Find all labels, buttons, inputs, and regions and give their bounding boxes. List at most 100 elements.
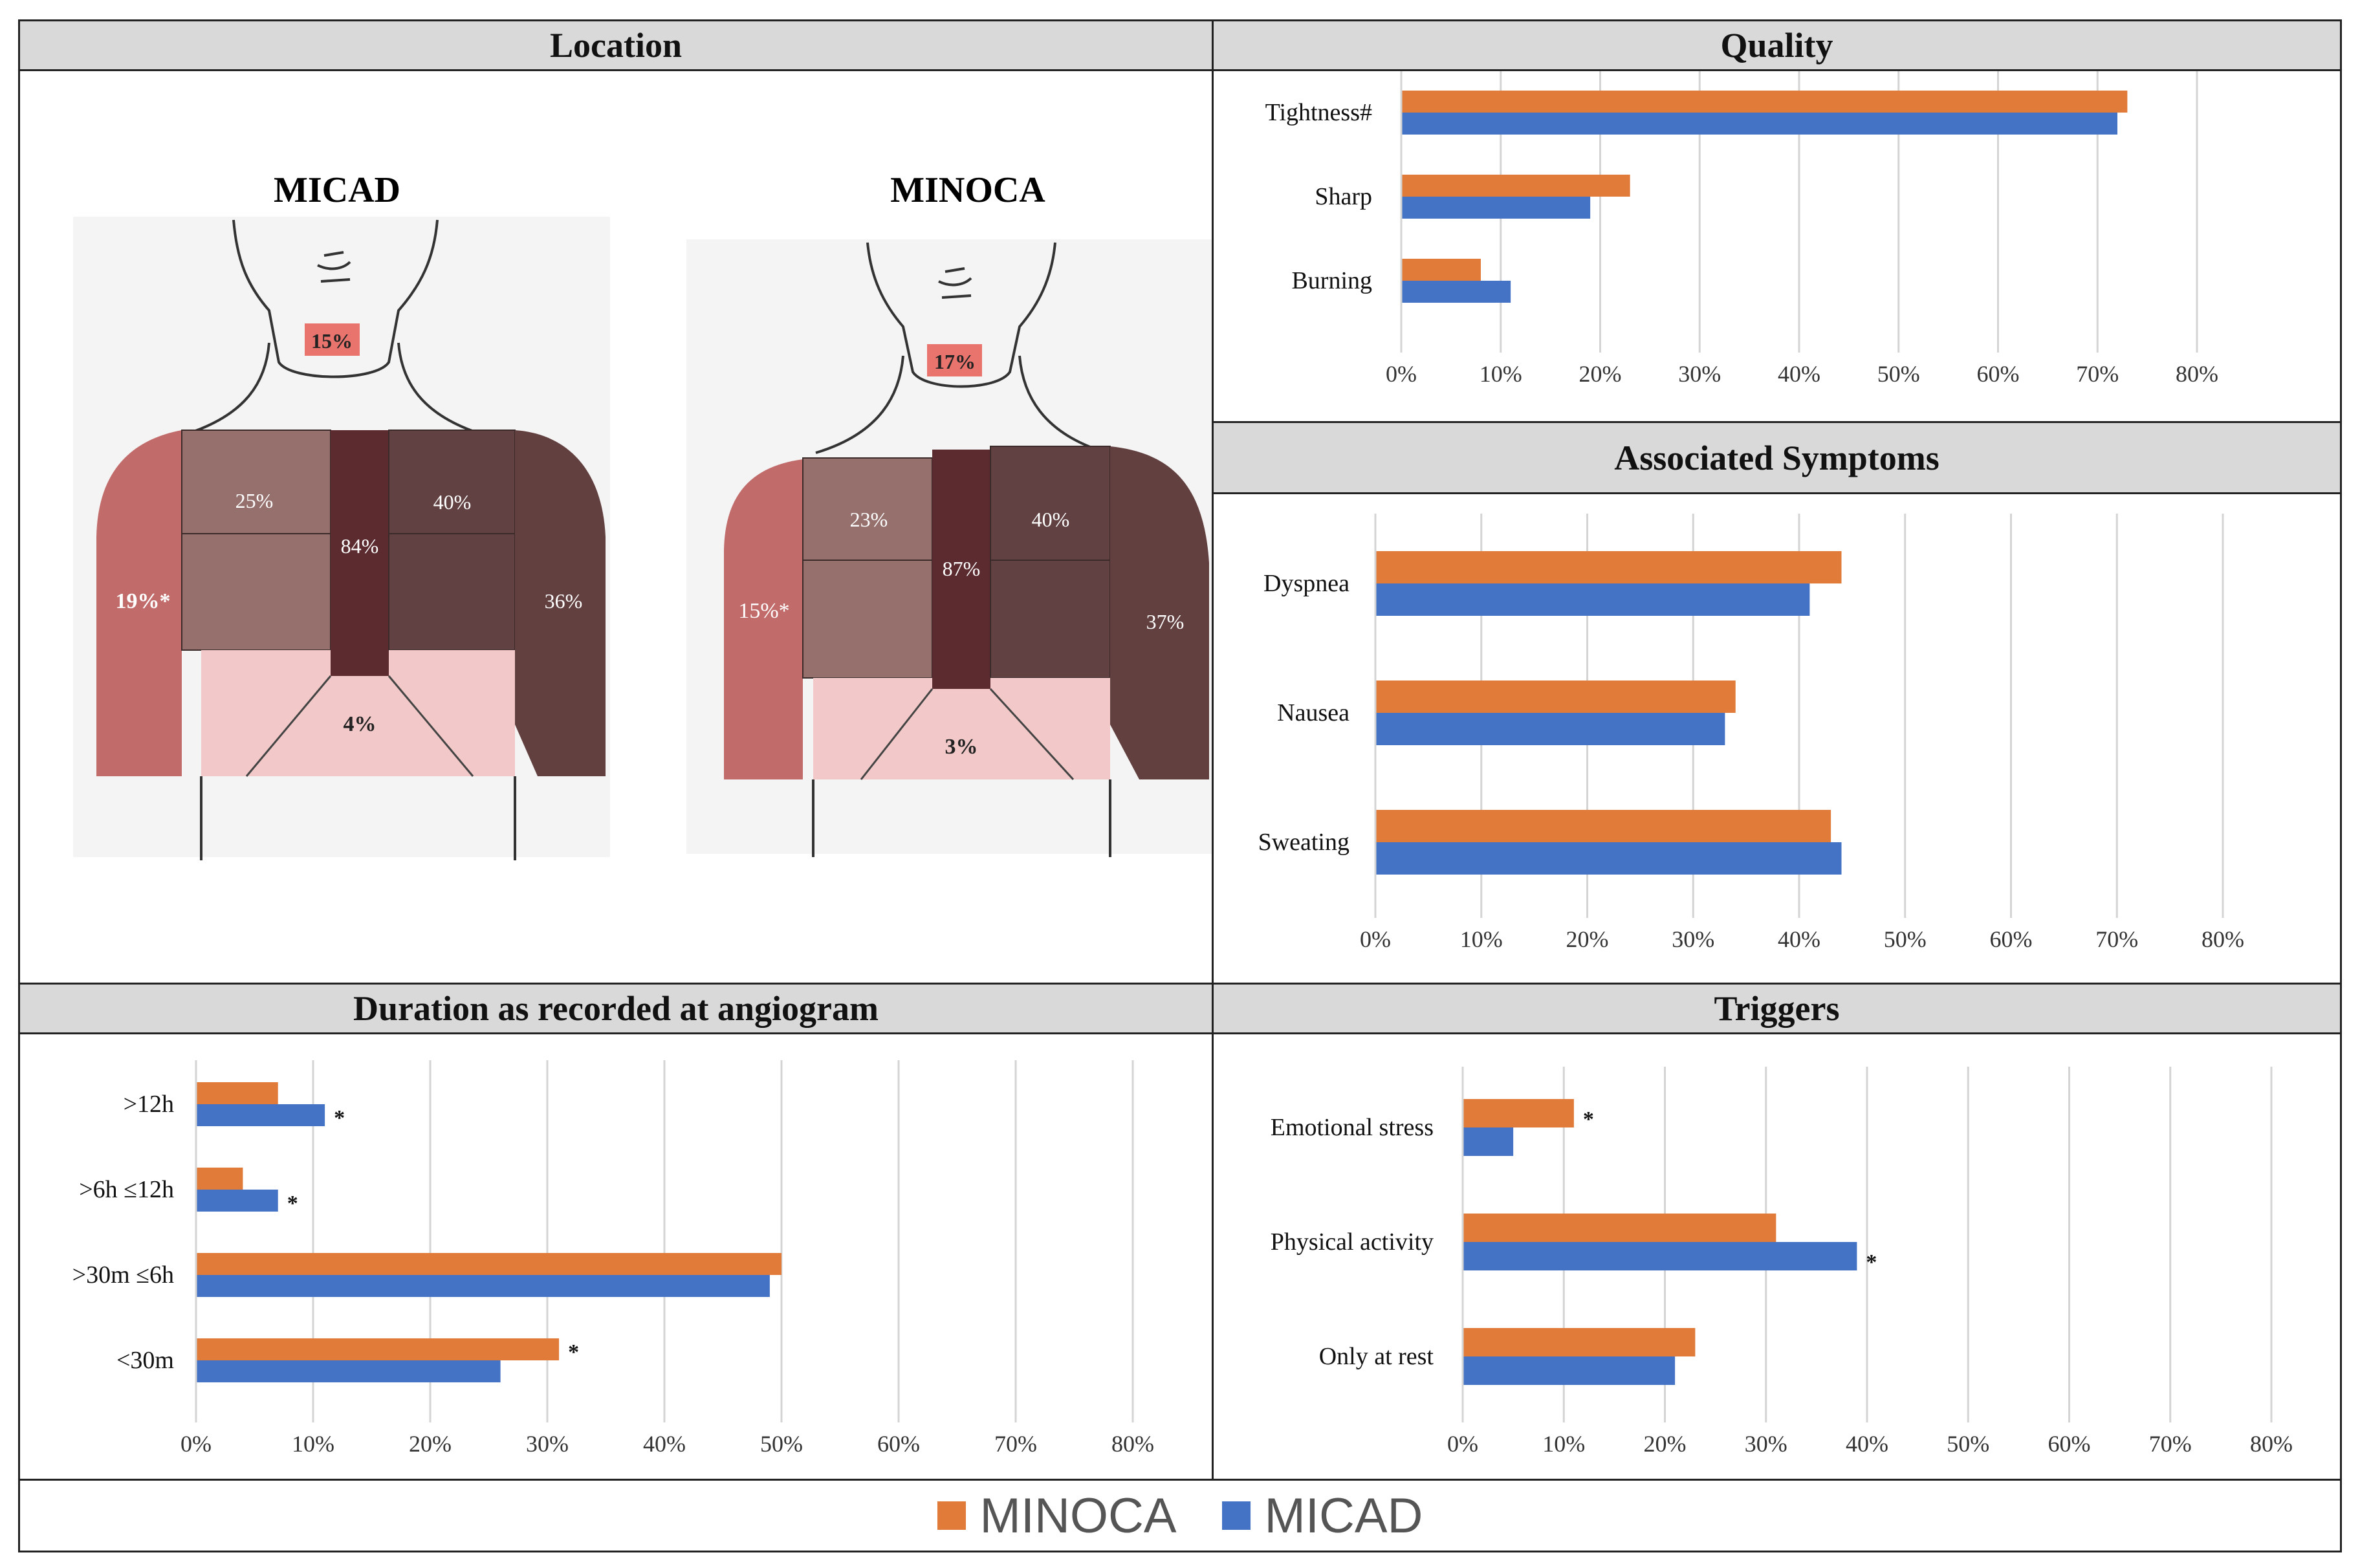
bar-minoca [1401, 91, 2128, 113]
left-arm-value: 19%* [116, 589, 171, 613]
triggers-chart: 0% 10% 20% 30% 40% 50% 60% 70% 80% Emotional stre… [1271, 1067, 2293, 1457]
body-figure-micad: MICAD 15% 19%* 25% 84% 40% 36% [73, 170, 610, 860]
bar-minoca [196, 1338, 560, 1360]
left-arm-region [724, 459, 803, 779]
tick-label: 0% [1386, 361, 1417, 387]
neck-outline [815, 355, 1108, 454]
tick-label: 30% [1678, 361, 1721, 387]
bar-micad [196, 1190, 278, 1212]
central-chest [331, 430, 389, 676]
tick-label: 70% [2076, 361, 2119, 387]
bar-micad [1375, 842, 1842, 875]
tick-label: 80% [2202, 926, 2244, 952]
tick-label: 10% [1480, 361, 1522, 387]
central-value: 84% [341, 534, 379, 558]
tick-label: 20% [1644, 1431, 1687, 1457]
tick-label: 0% [180, 1431, 212, 1457]
tick-label: 10% [1542, 1431, 1585, 1457]
category-label: Nausea [1277, 699, 1349, 726]
tick-label: 0% [1447, 1431, 1478, 1457]
location-figures: MICAD 15% 19%* 25% 84% 40% 36% [73, 170, 1212, 860]
tick-label: 50% [1877, 361, 1920, 387]
category-label: <30m [116, 1347, 174, 1374]
significance-mark: * [1583, 1107, 1594, 1131]
legend-label-micad: MICAD [1264, 1488, 1423, 1543]
bar-micad [1401, 197, 1591, 219]
legend-label-minoca: MINOCA [979, 1488, 1177, 1543]
jaw-value: 15% [311, 329, 353, 353]
legend-swatch-micad [1221, 1501, 1251, 1530]
bar-minoca [196, 1253, 781, 1275]
tick-label: 40% [1778, 361, 1820, 387]
tick-label: 50% [760, 1431, 803, 1457]
figure-label: MINOCA [890, 170, 1045, 210]
bar-minoca [196, 1082, 278, 1104]
category-label: Physical activity [1271, 1228, 1434, 1256]
bar-minoca [1375, 810, 1831, 842]
tick-label: 40% [1778, 926, 1820, 952]
bar-minoca [1401, 175, 1630, 197]
upper-right-chest [990, 446, 1111, 679]
central-chest [932, 450, 990, 689]
category-label: >12h [124, 1091, 174, 1118]
significance-mark: * [334, 1106, 345, 1130]
bar-minoca [1463, 1328, 1696, 1356]
upper-left-chest [802, 457, 933, 679]
body-figure-minoca: MINOCA 17% 15%* 23% 87% 40% 37% 3% [686, 170, 1212, 857]
upper-left-chest [181, 430, 331, 651]
bar-minoca [1463, 1099, 1574, 1127]
category-label: Burning [1291, 267, 1372, 294]
central-value: 87% [943, 557, 981, 580]
tick-label: 60% [2048, 1431, 2091, 1457]
category-label: >30m ≤6h [72, 1261, 174, 1289]
symptoms-title: Associated Symptoms [1214, 423, 2340, 494]
location-title: Location [20, 21, 1212, 71]
symptoms-panel: Associated Symptoms 0% 10% 20% 30% 40% 50% 60%… [1212, 421, 2342, 985]
bar-micad [1375, 583, 1810, 616]
epigastric-value: 3% [945, 735, 978, 759]
tick-label: 70% [2095, 926, 2138, 952]
jaw-region [305, 323, 360, 356]
tick-label: 80% [2176, 361, 2218, 387]
bar-micad [1401, 113, 2117, 135]
torso-outline [200, 776, 516, 860]
tick-label: 80% [2250, 1431, 2293, 1457]
upper-left-value: 25% [235, 489, 274, 512]
head-outline [232, 219, 439, 378]
upper-right-chest [388, 430, 516, 651]
quality-chart: 0% 10% 20% 30% 40% 50% 60% 70% 80% Tightness# Shar… [1265, 71, 2218, 387]
significance-mark: * [287, 1192, 298, 1215]
tick-label: 40% [643, 1431, 686, 1457]
epigastric-region [813, 678, 1110, 779]
duration-chart: 0% 10% 20% 30% 40% 50% 60% 70% 80% >12h * >6h ≤12h *… [72, 1060, 1154, 1457]
tick-label: 30% [1745, 1431, 1787, 1457]
head-outline [866, 242, 1056, 388]
tick-label: 80% [1111, 1431, 1154, 1457]
bar-micad [196, 1275, 770, 1297]
category-label: Tightness# [1265, 99, 1372, 126]
right-arm-region [1110, 446, 1209, 779]
legend-swatch-minoca [937, 1501, 966, 1530]
jaw-region [927, 344, 982, 376]
tick-label: 60% [1977, 361, 2020, 387]
bar-minoca [1401, 259, 1481, 281]
significance-mark: * [568, 1340, 579, 1364]
tick-label: 20% [1579, 361, 1622, 387]
torso-outline [812, 779, 1111, 857]
bar-micad [196, 1104, 325, 1126]
left-arm-region [96, 430, 182, 776]
category-label: >6h ≤12h [79, 1176, 174, 1203]
face-features [317, 251, 351, 283]
tick-label: 20% [1566, 926, 1609, 952]
tick-label: 10% [292, 1431, 334, 1457]
bar-micad [1463, 1356, 1676, 1385]
category-label: Sharp [1315, 183, 1372, 210]
category-label: Emotional stress [1271, 1114, 1434, 1141]
bar-micad [196, 1360, 501, 1382]
bar-micad [1463, 1127, 1514, 1156]
epigastric-lines [245, 675, 474, 777]
tick-label: 70% [994, 1431, 1037, 1457]
duration-title: Duration as recorded at angiogram [20, 985, 1212, 1034]
tick-label: 50% [1884, 926, 1927, 952]
upper-left-value: 23% [850, 508, 888, 531]
